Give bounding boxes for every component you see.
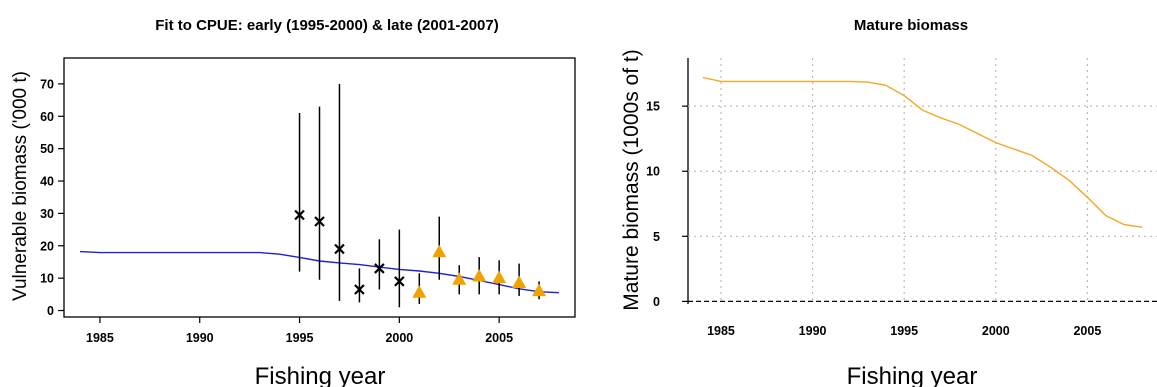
x-tick-label: 1985 xyxy=(86,331,114,345)
y-tick-label: 60 xyxy=(40,110,54,124)
x-axis-label: Fishing year xyxy=(255,363,386,387)
x-marker xyxy=(314,216,325,227)
y-tick-label: 20 xyxy=(40,239,54,253)
y-tick-label: 10 xyxy=(40,272,54,286)
chart-title: Mature biomass xyxy=(854,17,968,34)
x-marker xyxy=(354,284,365,295)
triangle-marker xyxy=(432,244,447,258)
x-tick-label: 1990 xyxy=(799,324,827,338)
mature-biomass-line xyxy=(702,76,1143,228)
x-marker-stroke xyxy=(294,209,305,221)
y-tick-label: 50 xyxy=(40,142,54,156)
triangle-marker xyxy=(472,269,487,282)
x-axis-ticks: 1985 1990 1995 2000 2005 xyxy=(707,324,1101,338)
x-marker-stroke xyxy=(374,263,385,274)
y-tick-label: 0 xyxy=(653,295,660,309)
triangle-marker xyxy=(492,270,507,284)
panel-cpue-fit: Fit to CPUE: early (1995-2000) & late (2… xyxy=(10,17,576,387)
y-tick-label: 10 xyxy=(646,165,660,179)
triangle-marker xyxy=(532,283,547,297)
x-marker-stroke xyxy=(354,284,365,295)
x-axis-ticks: 1985 1990 1995 2000 2005 xyxy=(86,317,513,345)
x-tick-label: 2005 xyxy=(485,331,513,345)
y-axis-ticks: 0 5 10 15 xyxy=(646,100,688,309)
x-tick-label: 1995 xyxy=(286,331,314,345)
triangle-marker xyxy=(512,275,527,289)
x-marker xyxy=(394,276,405,287)
x-axis-label: Fishing year xyxy=(847,363,978,387)
plot-frame xyxy=(63,57,576,318)
plot-marks xyxy=(79,83,560,308)
x-tick-label: 2005 xyxy=(1073,324,1101,338)
x-tick-label: 2000 xyxy=(982,324,1010,338)
x-tick-label: 1990 xyxy=(186,331,214,345)
y-axis-ticks: 0 10 20 30 40 50 60 70 xyxy=(40,77,64,318)
x-marker-stroke xyxy=(394,276,405,287)
y-tick-label: 30 xyxy=(40,207,54,221)
panel-mature-biomass: Mature biomass 1985 1990 1995 2000 2005 0 5 10… xyxy=(620,17,1157,387)
y-axis-label: Vulnerable biomass ('000 t) xyxy=(10,71,31,301)
triangle-marker xyxy=(452,272,467,285)
x-marker-stroke xyxy=(314,216,325,227)
x-tick-label: 1995 xyxy=(890,324,918,338)
x-tick-label: 2000 xyxy=(385,331,413,345)
x-marker-stroke xyxy=(334,243,345,255)
y-tick-label: 40 xyxy=(40,175,54,189)
grid-lines xyxy=(688,58,1157,304)
x-marker xyxy=(374,263,385,274)
y-tick-label: 70 xyxy=(40,77,54,91)
y-tick-label: 0 xyxy=(47,304,54,318)
x-tick-label: 1985 xyxy=(707,324,735,338)
triangle-marker xyxy=(412,285,427,298)
y-tick-label: 15 xyxy=(646,100,660,114)
y-tick-label: 5 xyxy=(653,230,660,244)
y-axis-label: Mature biomass (1000s of t) xyxy=(620,49,643,310)
x-marker xyxy=(334,243,345,255)
plot-marks xyxy=(688,76,1157,302)
x-marker xyxy=(294,209,305,221)
chart-title: Fit to CPUE: early (1995-2000) & late (2… xyxy=(155,17,498,34)
